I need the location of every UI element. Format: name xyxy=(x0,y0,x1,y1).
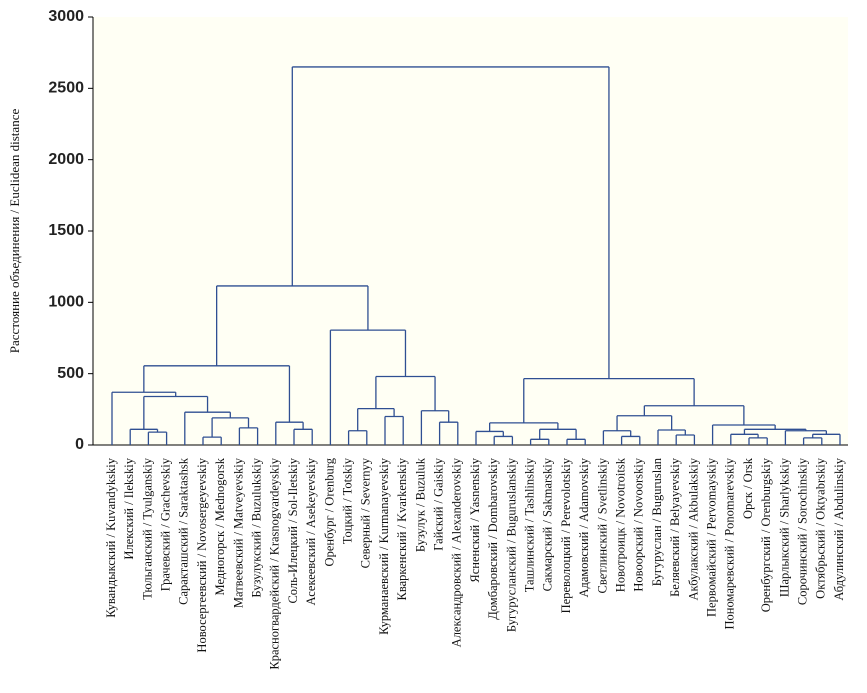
y-tick-label: 500 xyxy=(57,365,84,382)
leaf-label: Домбаровский / Dombarovskiy xyxy=(486,457,500,619)
leaf-label: Оренбург / Orenburg xyxy=(322,457,336,566)
leaf-label: Новотроицк / Novotroitsk xyxy=(613,457,627,592)
y-tick-label: 2000 xyxy=(48,151,84,168)
leaf-label: Светлинский / Svetlinskiy xyxy=(595,457,609,593)
leaf-label: Бузулукский / Buzulukskiy xyxy=(249,457,263,597)
y-tick-label: 1000 xyxy=(48,294,84,311)
leaf-label: Грачевский / Grachevskiy xyxy=(158,457,172,591)
leaf-label: Акбулакский / Akbulakskiy xyxy=(686,457,700,600)
leaf-label: Илекский / Ilekskiy xyxy=(122,457,136,559)
leaf-label: Соль-Илецкий / Sol-Iletskiy xyxy=(286,457,300,603)
leaf-label: Асекеевский / Asekeyevskiy xyxy=(304,457,318,605)
leaf-label: Сакмарский / Sakmarskiy xyxy=(541,457,555,591)
leaf-label: Тоцкий / Totskiy xyxy=(340,457,354,544)
plot-area xyxy=(93,17,848,445)
leaf-label: Новосергеевский / Novosergeyevskiy xyxy=(195,457,209,652)
leaf-label: Переволоцкий / Perevolotskiy xyxy=(559,457,573,613)
leaf-label: Ташлинский / Tashlinskiy xyxy=(522,457,536,592)
leaf-label: Курманаевский / Kurmanayevskiy xyxy=(377,457,391,635)
y-tick-label: 1500 xyxy=(48,222,84,239)
y-axis-label: Расстояние объединения / Euclidean dista… xyxy=(7,109,22,354)
leaf-label: Первомайский / Pervomayskiy xyxy=(704,457,718,617)
leaf-label: Медногорск / Mednogorsk xyxy=(213,457,227,595)
leaf-label: Матвеевский / Matveyevskiy xyxy=(231,457,245,608)
leaf-label: Бузулук / Buzuluk xyxy=(413,457,427,552)
leaf-label: Оренбургский / Orenburgskiy xyxy=(759,457,773,612)
leaf-label: Октябрьский / Oktyabrskiy xyxy=(814,457,828,599)
leaf-label: Орск / Orsk xyxy=(741,457,755,519)
leaf-label: Гайский / Gaiskiy xyxy=(431,457,445,551)
leaf-label: Красногвардейский / Krasnogvardeyskiy xyxy=(268,457,282,669)
leaf-label: Абдулинский / Abdulinskiy xyxy=(832,457,846,600)
leaf-label: Александровский / Alexanderovskiy xyxy=(450,457,464,647)
leaf-label: Северный / Severnyy xyxy=(359,457,373,568)
leaf-label: Новоорский / Novoorskiy xyxy=(632,457,646,591)
leaf-label: Саракташский / Saraktashsk xyxy=(177,457,191,605)
leaf-label: Шарлыкский / Sharlykskiy xyxy=(777,457,791,597)
y-tick-label: 2500 xyxy=(48,80,84,97)
y-tick-label: 0 xyxy=(75,436,84,453)
leaf-label: Ясненский / Yasnenskiy xyxy=(468,457,482,582)
leaf-label: Бугуруслан / Buguruslan xyxy=(650,457,664,586)
leaf-label: Бугурусланский / Buguruslanskiy xyxy=(504,457,518,632)
leaf-label: Пономаревский / Ponomarevskiy xyxy=(723,457,737,629)
y-tick-label: 3000 xyxy=(48,8,84,25)
leaf-label: Сорочинский / Sorochinskiy xyxy=(795,457,809,605)
leaf-label: Адамовский / Adamovskiy xyxy=(577,457,591,597)
leaf-label: Тюльганский / Tyulganskiy xyxy=(140,457,154,599)
leaf-label: Беляевский / Belyayevskiy xyxy=(668,457,682,597)
leaf-label: Кваркенский / Kvarkenskiy xyxy=(395,457,409,600)
leaf-label: Кувандыкский / Kuvandykskiy xyxy=(104,457,118,618)
